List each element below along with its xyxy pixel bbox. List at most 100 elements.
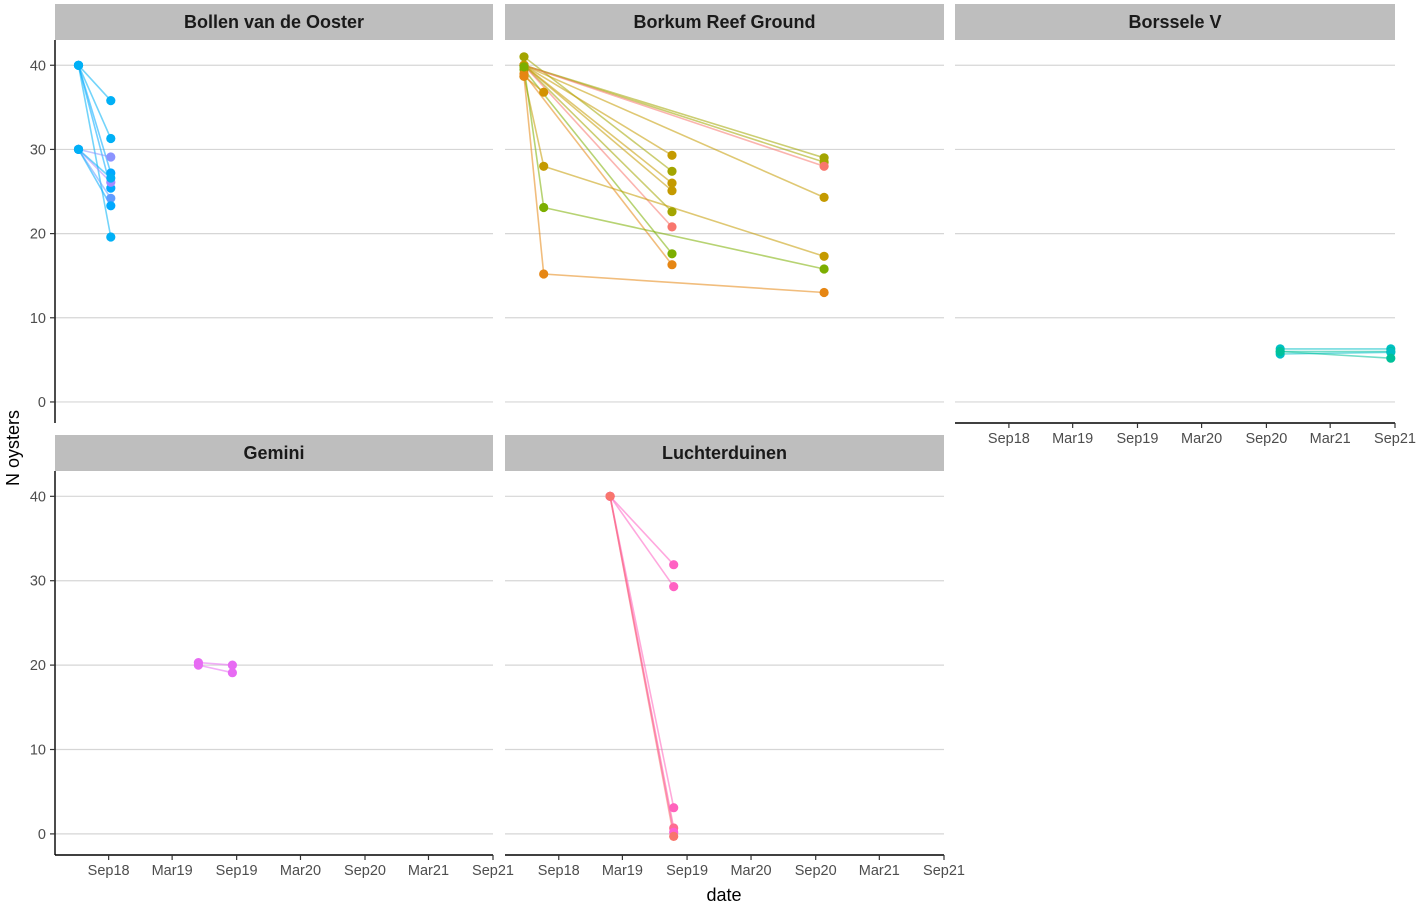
series-line bbox=[523, 68, 673, 255]
data-point bbox=[106, 232, 116, 242]
facet-title: Bollen van de Ooster bbox=[184, 12, 364, 32]
series-line bbox=[609, 495, 675, 588]
facet-strip bbox=[55, 435, 493, 471]
series-line bbox=[77, 65, 112, 238]
data-point bbox=[539, 202, 549, 213]
y-tick-label: 10 bbox=[30, 311, 46, 327]
x-tick-label: Sep19 bbox=[1117, 431, 1159, 447]
data-point bbox=[819, 192, 829, 202]
series-line bbox=[523, 73, 673, 266]
data-point bbox=[539, 87, 549, 97]
panel-luchterduinen: Luchterduinen Sep18 Mar19 Sep19 Mar20 Sep20 Ma… bbox=[505, 435, 965, 879]
series-line bbox=[77, 64, 112, 102]
x-tick-label: Mar21 bbox=[859, 863, 900, 879]
panel-borkum-reef-ground: Borkum Reef Ground bbox=[505, 4, 944, 403]
y-tick-label: 0 bbox=[38, 395, 46, 411]
series-line bbox=[523, 56, 673, 172]
data-point bbox=[819, 251, 829, 261]
x-tick-label: Mar20 bbox=[730, 863, 771, 879]
x-tick-label: Sep20 bbox=[344, 863, 386, 879]
data-point bbox=[106, 152, 116, 162]
data-point bbox=[227, 668, 237, 678]
x-tick-label: Sep21 bbox=[1374, 431, 1416, 447]
data-point bbox=[106, 201, 116, 211]
data-point bbox=[667, 150, 677, 160]
data-point bbox=[106, 193, 116, 203]
panel-borssele-v: Borssele V Sep18 Mar19 Sep19 Mar20 Sep20 Mar21… bbox=[955, 4, 1416, 447]
data-point bbox=[669, 582, 679, 592]
x-tick-label: Mar19 bbox=[602, 863, 643, 879]
series-line bbox=[523, 64, 825, 168]
series-line bbox=[523, 64, 825, 199]
data-point bbox=[819, 161, 829, 171]
facet-title: Gemini bbox=[243, 443, 304, 463]
data-point bbox=[539, 161, 549, 171]
data-point bbox=[193, 660, 203, 670]
data-point bbox=[669, 803, 679, 813]
panel-bollen-van-de-ooster: Bollen van de Ooster 0 10 20 30 40 bbox=[30, 4, 493, 423]
x-tick-label: Sep18 bbox=[538, 863, 580, 879]
series-line bbox=[1280, 350, 1391, 359]
data-point bbox=[667, 186, 677, 196]
y-axis-title: N oysters bbox=[3, 410, 23, 486]
data-point bbox=[539, 269, 549, 279]
x-axis-title: date bbox=[706, 885, 741, 905]
series-line bbox=[523, 64, 673, 192]
series-line bbox=[77, 64, 112, 139]
data-point bbox=[667, 260, 677, 270]
x-tick-label: Sep21 bbox=[472, 863, 514, 879]
data-point bbox=[667, 178, 677, 188]
data-point bbox=[227, 660, 237, 670]
data-point bbox=[519, 71, 529, 81]
y-tick-label: 10 bbox=[30, 743, 46, 759]
y-tick-label: 20 bbox=[30, 658, 46, 674]
facet-strip bbox=[55, 4, 493, 40]
series-line bbox=[77, 148, 112, 179]
series-line bbox=[523, 64, 673, 156]
y-tick-label: 20 bbox=[30, 227, 46, 243]
x-tick-label: Sep19 bbox=[666, 863, 708, 879]
y-tick-label: 40 bbox=[30, 58, 46, 74]
series-line bbox=[77, 149, 112, 207]
x-tick-label: Mar20 bbox=[1181, 431, 1222, 447]
data-point bbox=[667, 166, 677, 176]
y-tick-label: 30 bbox=[30, 142, 46, 158]
data-point bbox=[106, 173, 116, 183]
y-tick-label: 40 bbox=[30, 489, 46, 505]
data-point bbox=[1275, 346, 1285, 357]
data-point bbox=[819, 264, 829, 274]
y-tick-label: 0 bbox=[38, 827, 46, 843]
series-line bbox=[78, 148, 111, 158]
data-point bbox=[106, 133, 116, 144]
facet-title: Luchterduinen bbox=[662, 443, 787, 463]
x-tick-label: Sep18 bbox=[88, 863, 130, 879]
x-tick-label: Sep18 bbox=[988, 431, 1030, 447]
x-tick-label: Mar19 bbox=[152, 863, 193, 879]
facet-title: Borkum Reef Ground bbox=[633, 12, 815, 32]
data-point bbox=[73, 144, 84, 154]
series-line bbox=[1280, 351, 1391, 355]
facet-title: Borssele V bbox=[1128, 12, 1221, 32]
x-tick-label: Mar19 bbox=[1052, 431, 1093, 447]
x-tick-label: Sep20 bbox=[795, 863, 837, 879]
data-point bbox=[73, 60, 84, 70]
series-line bbox=[198, 661, 233, 666]
data-point bbox=[667, 222, 677, 232]
panel-gemini: Gemini 0 10 20 30 40 Sep18 Mar19 Sep19 Mar20 Sep20… bbox=[30, 435, 514, 879]
y-tick-label: 30 bbox=[30, 574, 46, 590]
data-point bbox=[519, 52, 529, 62]
x-tick-label: Mar21 bbox=[408, 863, 449, 879]
data-point bbox=[605, 491, 615, 501]
x-tick-label: Mar20 bbox=[280, 863, 321, 879]
facet-strip bbox=[505, 435, 944, 471]
facet-strip bbox=[505, 4, 944, 40]
data-point bbox=[669, 560, 679, 570]
data-point bbox=[1386, 353, 1396, 363]
series-line bbox=[609, 496, 675, 837]
data-point bbox=[667, 249, 677, 259]
series-line bbox=[523, 64, 673, 213]
x-tick-label: Mar21 bbox=[1310, 431, 1351, 447]
data-point bbox=[519, 62, 529, 72]
data-point bbox=[819, 287, 829, 298]
x-tick-label: Sep20 bbox=[1245, 431, 1287, 447]
